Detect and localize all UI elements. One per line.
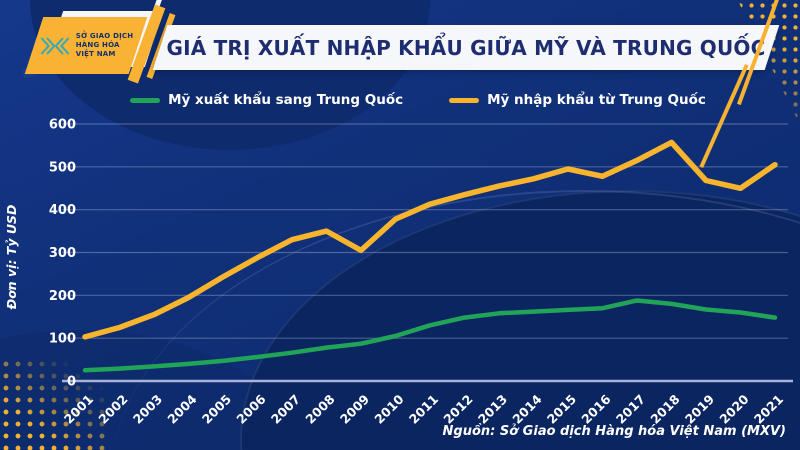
logo-line2: HÀNG HÓA — [75, 40, 120, 49]
logo-text: SỞ GIAO DỊCH HÀNG HÓA VIỆT NAM — [76, 32, 134, 59]
mxv-logo-icon — [40, 36, 70, 55]
x-tick-label: 2006 — [233, 391, 268, 426]
x-tick-label: 2009 — [337, 392, 372, 427]
chart-legend: Mỹ xuất khẩu sang Trung Quốc Mỹ nhập khẩ… — [0, 92, 800, 108]
x-tick-label: 2011 — [406, 392, 441, 427]
source-note: Nguồn: Sở Giao dịch Hàng hóa Việt Nam (M… — [442, 424, 786, 439]
legend-item-exports: Mỹ xuất khẩu sang Trung Quốc — [130, 92, 403, 108]
x-tick-label: 2004 — [164, 391, 199, 426]
x-tick-label: 2017 — [613, 392, 648, 427]
x-tick-label: 2018 — [647, 392, 682, 427]
x-tick-label: 2020 — [716, 391, 751, 426]
x-tick-label: 2021 — [751, 392, 786, 427]
legend-swatch-green — [130, 97, 161, 103]
y-tick-label: 100 — [49, 332, 76, 347]
legend-label-imports: Mỹ nhập khẩu từ Trung Quốc — [487, 92, 706, 108]
y-axis-title: Đơn vị: Tỷ USD — [4, 205, 19, 311]
x-tick-label: 2001 — [61, 392, 96, 427]
y-tick-label: 500 — [49, 160, 76, 175]
series-line — [82, 139, 778, 340]
y-tick-label: 400 — [49, 203, 76, 218]
x-tick-label: 2019 — [682, 392, 717, 427]
mxv-logo: SỞ GIAO DỊCH HÀNG HÓA VIỆT NAM — [24, 17, 148, 74]
x-tick-label: 2003 — [130, 392, 165, 427]
y-tick-label: 200 — [49, 289, 76, 304]
x-tick-label: 2014 — [509, 391, 544, 426]
legend-label-exports: Mỹ xuất khẩu sang Trung Quốc — [168, 92, 404, 108]
x-tick-label: 2005 — [199, 392, 234, 427]
x-tick-label: 2013 — [475, 392, 510, 427]
x-tick-label: 2002 — [95, 392, 130, 427]
x-tick-label: 2007 — [268, 392, 303, 427]
x-tick-label: 2012 — [440, 392, 475, 427]
legend-item-imports: Mỹ nhập khẩu từ Trung Quốc — [449, 92, 706, 108]
y-tick-label: 0 — [67, 375, 76, 390]
header: SỞ GIAO DỊCH HÀNG HÓA VIỆT NAM GIÁ TRỊ X… — [0, 0, 800, 106]
y-tick-label: 300 — [49, 246, 76, 261]
x-tick-label: 2015 — [544, 392, 579, 427]
logo-line1: SỞ GIAO DỊCH — [75, 31, 134, 40]
title-banner: GIÁ TRỊ XUẤT NHẬP KHẨU GIỮA MỸ VÀ TRUNG … — [152, 25, 780, 70]
legend-swatch-yellow — [449, 97, 480, 103]
x-tick-label: 2008 — [302, 392, 337, 427]
y-tick-label: 600 — [49, 118, 76, 133]
x-tick-label: 2010 — [371, 391, 406, 426]
page-title: GIÁ TRỊ XUẤT NHẬP KHẨU GIỮA MỸ VÀ TRUNG … — [166, 35, 766, 60]
series-line — [82, 298, 778, 373]
logo-line3: VIỆT NAM — [75, 50, 116, 59]
x-tick-label: 2016 — [578, 391, 613, 426]
